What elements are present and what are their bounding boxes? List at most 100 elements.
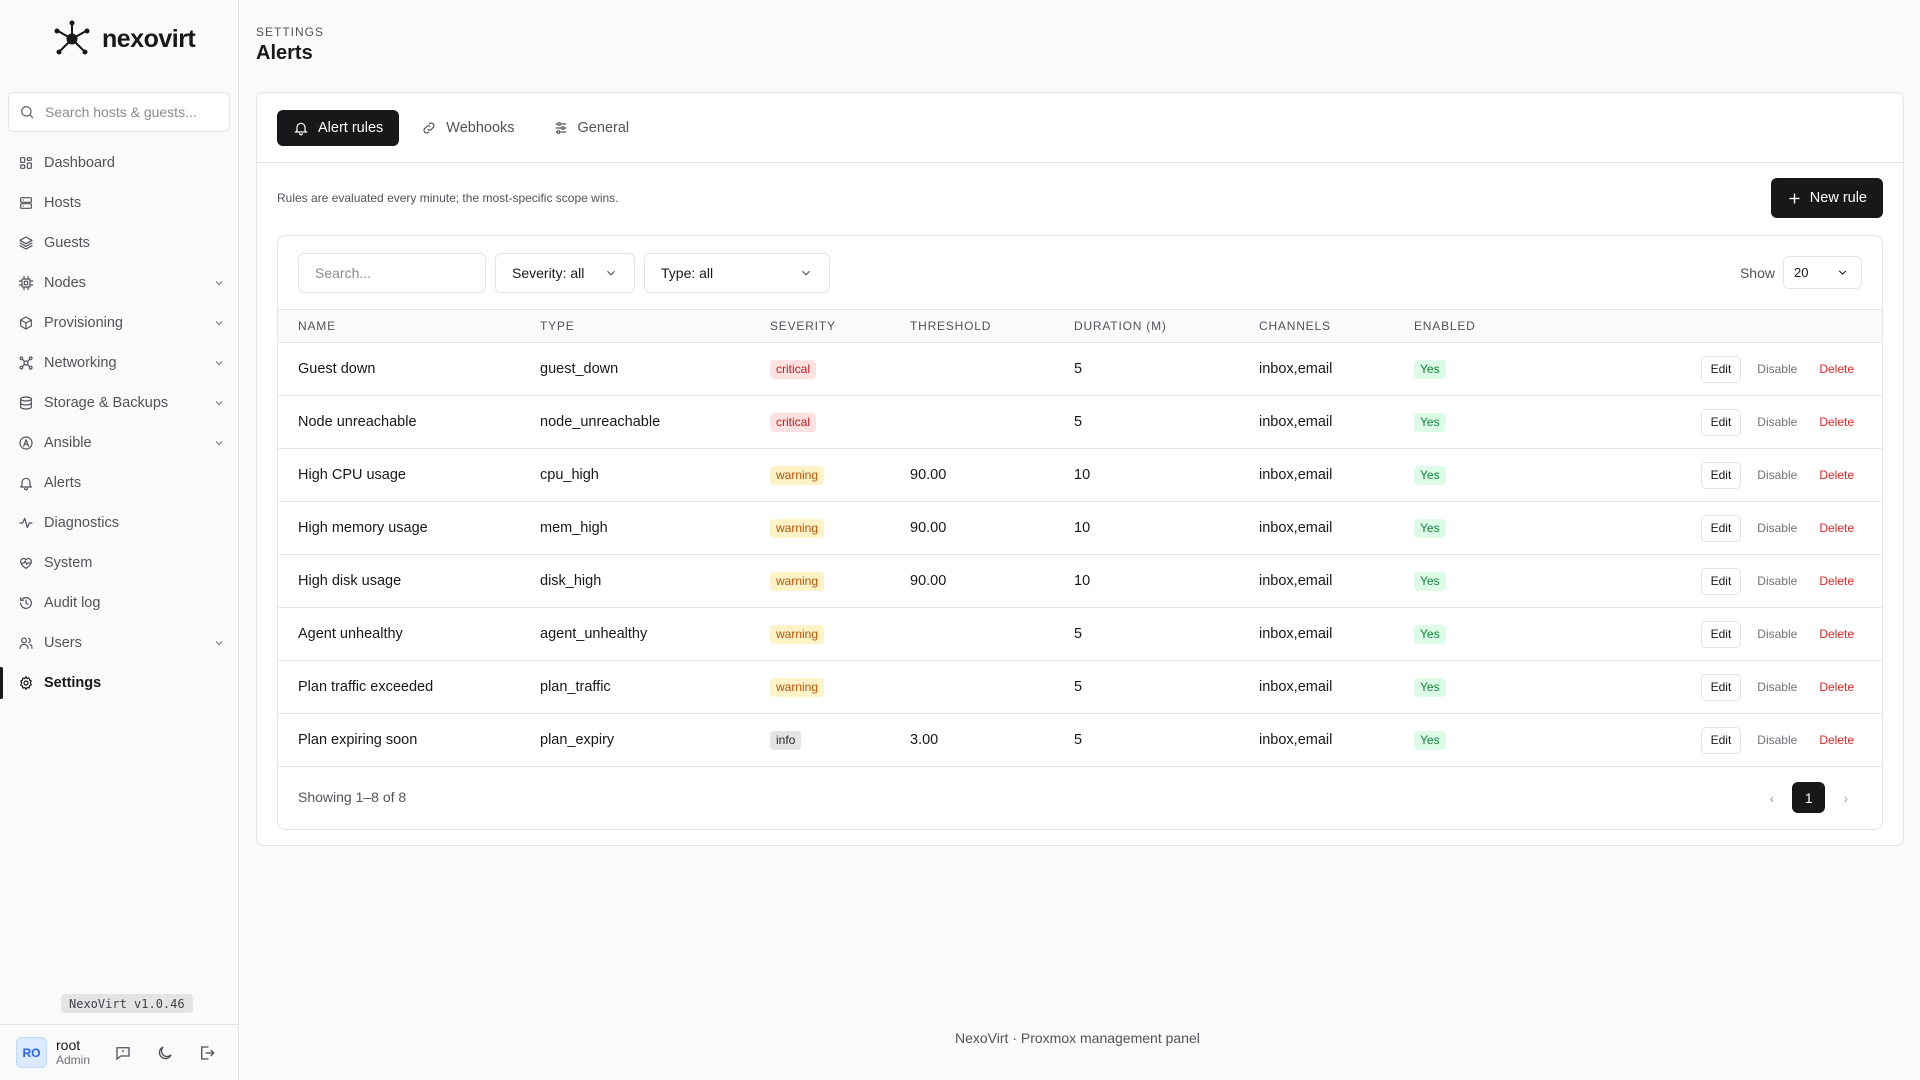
col-threshold[interactable]: THRESHOLD bbox=[910, 319, 992, 333]
col-severity[interactable]: SEVERITY bbox=[770, 319, 836, 333]
delete-button[interactable]: Delete bbox=[1819, 520, 1854, 535]
rule-duration: 10 bbox=[1074, 520, 1091, 536]
bell-icon bbox=[20, 477, 32, 491]
chevron-down-icon[interactable] bbox=[213, 277, 225, 289]
sidebar-item-users[interactable]: Users bbox=[0, 623, 239, 663]
evaluation-hint: Rules are evaluated every minute; the mo… bbox=[277, 191, 619, 205]
disable-button[interactable]: Disable bbox=[1757, 361, 1798, 376]
disable-button[interactable]: Disable bbox=[1757, 467, 1798, 482]
edit-button[interactable]: Edit bbox=[1700, 567, 1742, 595]
sidebar-item-label: Settings bbox=[44, 675, 102, 691]
sidebar-item-dashboard[interactable]: Dashboard bbox=[0, 143, 239, 183]
sidebar-item-label: Provisioning bbox=[44, 315, 123, 331]
chevron-down-icon[interactable] bbox=[213, 637, 225, 649]
new-rule-button[interactable]: New rule bbox=[1770, 178, 1883, 218]
chevron-down-icon[interactable] bbox=[213, 357, 225, 369]
sidebar-item-ansible[interactable]: Ansible bbox=[0, 423, 239, 463]
delete-button[interactable]: Delete bbox=[1819, 626, 1854, 641]
edit-button[interactable]: Edit bbox=[1700, 408, 1742, 436]
severity-filter[interactable]: Severity: all bbox=[495, 252, 635, 293]
rule-duration: 5 bbox=[1074, 414, 1083, 430]
brand-logo[interactable]: nexovirt bbox=[52, 18, 196, 60]
edit-button[interactable]: Edit bbox=[1700, 726, 1742, 754]
tab-general[interactable]: General bbox=[537, 110, 646, 146]
rules-search-input[interactable] bbox=[298, 252, 486, 293]
new-rule-label: New rule bbox=[1809, 190, 1867, 206]
rule-threshold bbox=[910, 396, 1074, 449]
sidebar-item-system[interactable]: System bbox=[0, 543, 239, 583]
sidebar-item-hosts[interactable]: Hosts bbox=[0, 183, 239, 223]
rule-type: node_unreachable bbox=[540, 414, 661, 430]
moon-icon[interactable] bbox=[156, 1044, 174, 1062]
sidebar-item-provisioning[interactable]: Provisioning bbox=[0, 303, 239, 343]
next-page-button[interactable]: › bbox=[1843, 789, 1848, 806]
sidebar-item-label: Alerts bbox=[44, 475, 82, 491]
edit-button[interactable]: Edit bbox=[1700, 620, 1742, 648]
sidebar-item-alerts[interactable]: Alerts bbox=[0, 463, 239, 503]
edit-button[interactable]: Edit bbox=[1700, 673, 1742, 701]
tab-webhooks[interactable]: Webhooks bbox=[405, 110, 530, 146]
col-duration[interactable]: DURATION (M) bbox=[1074, 319, 1167, 333]
enabled-badge: Yes bbox=[1414, 730, 1446, 750]
sidebar-item-audit-log[interactable]: Audit log bbox=[0, 583, 239, 623]
page-1-button[interactable]: 1 bbox=[1792, 782, 1826, 813]
edit-button[interactable]: Edit bbox=[1700, 355, 1742, 383]
page-footer: NexoVirt · Proxmox management panel bbox=[955, 1030, 1200, 1046]
sidebar-item-label: Guests bbox=[44, 235, 90, 251]
enabled-badge: Yes bbox=[1414, 412, 1446, 432]
edit-button[interactable]: Edit bbox=[1700, 461, 1742, 489]
show-label: Show bbox=[1739, 264, 1775, 281]
delete-button[interactable]: Delete bbox=[1819, 414, 1854, 429]
disable-button[interactable]: Disable bbox=[1757, 626, 1798, 641]
col-type[interactable]: TYPE bbox=[540, 319, 575, 333]
sidebar-item-diagnostics[interactable]: Diagnostics bbox=[0, 503, 239, 543]
disable-button[interactable]: Disable bbox=[1757, 414, 1798, 429]
users-icon bbox=[19, 637, 33, 649]
chevron-down-icon bbox=[802, 270, 810, 276]
prev-page-button[interactable]: ‹ bbox=[1769, 789, 1775, 806]
sidebar-item-storage-backups[interactable]: Storage & Backups bbox=[0, 383, 239, 423]
chevron-down-icon[interactable] bbox=[213, 437, 225, 449]
disable-button[interactable]: Disable bbox=[1757, 679, 1798, 694]
feedback-icon[interactable] bbox=[114, 1044, 132, 1062]
sidebar-item-networking[interactable]: Networking bbox=[0, 343, 239, 383]
delete-button[interactable]: Delete bbox=[1819, 467, 1854, 482]
sidebar-search-input[interactable] bbox=[45, 104, 215, 120]
edit-button[interactable]: Edit bbox=[1700, 514, 1742, 542]
disable-button[interactable]: Disable bbox=[1757, 520, 1798, 535]
sidebar-search[interactable] bbox=[8, 92, 230, 132]
type-filter[interactable]: Type: all bbox=[644, 252, 830, 293]
tab-alert-rules[interactable]: Alert rules bbox=[277, 109, 400, 146]
page-size-select[interactable]: 20 bbox=[1783, 256, 1862, 289]
rule-channels: inbox,email bbox=[1259, 573, 1333, 589]
col-name[interactable]: NAME bbox=[298, 319, 336, 333]
delete-button[interactable]: Delete bbox=[1819, 573, 1854, 588]
cpu-icon bbox=[18, 275, 34, 291]
rule-threshold: 3.00 bbox=[910, 732, 939, 748]
disable-button[interactable]: Disable bbox=[1757, 573, 1798, 588]
chevron-down-icon[interactable] bbox=[213, 317, 225, 329]
sidebar-item-settings[interactable]: Settings bbox=[0, 663, 239, 703]
delete-button[interactable]: Delete bbox=[1819, 361, 1854, 376]
avatar[interactable]: RO bbox=[16, 1037, 47, 1068]
pagination: ‹ 1 › bbox=[1770, 782, 1848, 813]
sidebar-item-label: Storage & Backups bbox=[44, 395, 169, 411]
enabled-badge: Yes bbox=[1414, 624, 1446, 644]
delete-button[interactable]: Delete bbox=[1819, 679, 1854, 694]
sidebar-item-nodes[interactable]: Nodes bbox=[0, 263, 239, 303]
alerts-card: Alert rules Webhooks General Rules are e… bbox=[256, 92, 1904, 846]
rule-name: High memory usage bbox=[298, 520, 428, 536]
table-row: Node unreachable node_unreachable critical… bbox=[278, 396, 1882, 449]
chevron-down-icon[interactable] bbox=[213, 397, 225, 409]
sidebar-item-guests[interactable]: Guests bbox=[0, 223, 239, 263]
activity-icon bbox=[19, 517, 33, 529]
table-row: High CPU usage cpu_high warning 90.00 10 inbo… bbox=[278, 449, 1882, 502]
ansible-icon bbox=[19, 436, 33, 450]
delete-button[interactable]: Delete bbox=[1819, 732, 1854, 747]
col-enabled[interactable]: ENABLED bbox=[1414, 319, 1476, 333]
col-channels[interactable]: CHANNELS bbox=[1259, 319, 1331, 333]
severity-badge: warning bbox=[770, 571, 825, 591]
rule-name: Agent unhealthy bbox=[298, 626, 403, 642]
logout-icon[interactable] bbox=[198, 1044, 216, 1062]
disable-button[interactable]: Disable bbox=[1757, 732, 1798, 747]
